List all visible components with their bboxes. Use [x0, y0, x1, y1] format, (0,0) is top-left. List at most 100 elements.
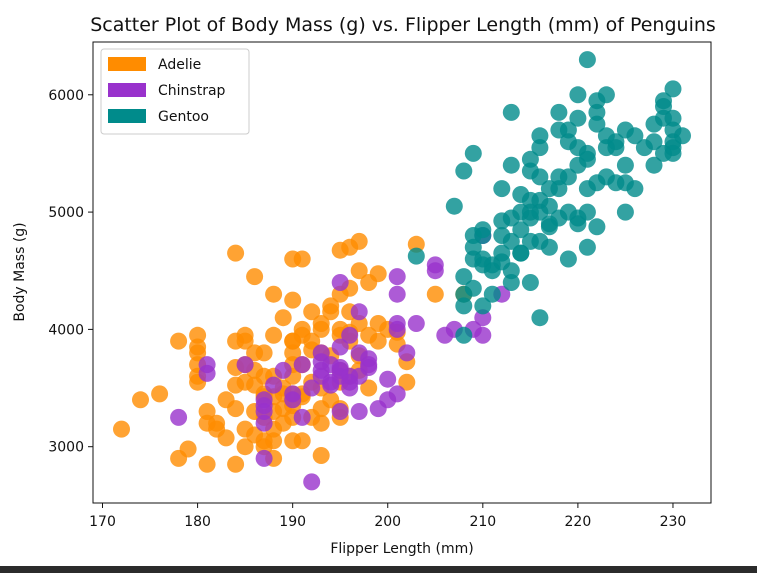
data-point [531, 127, 549, 145]
data-point [407, 315, 425, 332]
data-point [597, 168, 615, 186]
data-point [322, 356, 340, 374]
legend-label-chinstrap: Chinstrap [158, 83, 226, 99]
data-point [426, 285, 444, 303]
data-point [350, 262, 368, 280]
data-point [588, 103, 606, 121]
data-point [388, 315, 406, 332]
data-point [550, 103, 568, 121]
chart-title: Scatter Plot of Body Mass (g) vs. Flippe… [90, 14, 716, 36]
legend-label-gentoo: Gentoo [158, 109, 209, 125]
legend-swatch-chinstrap [108, 83, 146, 97]
data-point [569, 109, 587, 127]
data-point [483, 285, 501, 303]
data-point [388, 385, 406, 403]
data-point [569, 86, 587, 104]
y-axis-label: Body Mass (g) [12, 222, 28, 321]
data-point [597, 86, 615, 104]
data-point [170, 408, 188, 426]
data-point [255, 403, 273, 420]
data-point [322, 303, 340, 321]
data-point [284, 291, 302, 309]
data-point [540, 180, 558, 198]
data-point [559, 168, 577, 186]
data-point [455, 268, 473, 286]
data-point [379, 370, 397, 388]
data-point [540, 238, 558, 256]
window-bottom-bar [0, 566, 757, 573]
data-point [464, 144, 482, 162]
data-point [189, 338, 207, 356]
data-point [455, 326, 473, 344]
data-point [502, 232, 520, 250]
data-point [255, 414, 273, 432]
data-point [236, 326, 254, 344]
y-axis-ticks: 3000 4000 5000 6000 [48, 88, 93, 456]
data-point [493, 244, 511, 262]
data-point [588, 115, 606, 133]
data-point [531, 139, 549, 157]
data-point [312, 315, 330, 332]
data-point [151, 385, 169, 403]
data-point [246, 268, 264, 286]
x-tick-label: 200 [374, 514, 401, 530]
series-adelie [113, 232, 473, 473]
data-point [293, 356, 311, 374]
data-point [284, 344, 302, 362]
data-point [265, 326, 283, 344]
data-point [512, 186, 530, 203]
legend: Adelie Chinstrap Gentoo [100, 48, 250, 135]
data-point [616, 203, 634, 221]
data-point [227, 244, 245, 262]
data-point [227, 455, 245, 473]
data-point [398, 344, 416, 362]
data-point [388, 285, 406, 303]
data-point [407, 247, 425, 265]
data-point [502, 262, 520, 280]
data-point [464, 250, 482, 268]
data-point [455, 297, 473, 315]
data-point [293, 250, 311, 268]
data-point [198, 455, 216, 473]
data-point [521, 150, 539, 168]
x-tick-label: 220 [565, 514, 592, 530]
x-tick-label: 230 [660, 514, 687, 530]
data-point [208, 414, 226, 432]
data-point [360, 356, 378, 374]
data-point [350, 232, 368, 250]
data-point [445, 197, 463, 215]
data-point [407, 235, 425, 253]
data-point [616, 174, 634, 192]
points-layer [113, 51, 691, 491]
data-point [369, 332, 387, 350]
data-point [303, 303, 321, 321]
data-point [255, 449, 273, 467]
data-point [255, 391, 273, 409]
data-point [645, 156, 663, 174]
x-tick-label: 180 [184, 514, 211, 530]
data-point [540, 197, 558, 215]
data-point [369, 265, 387, 283]
x-axis-label: Flipper Length (mm) [330, 541, 473, 557]
x-tick-label: 210 [469, 514, 496, 530]
data-point [578, 203, 596, 221]
legend-swatch-gentoo [108, 109, 146, 123]
data-point [502, 274, 520, 291]
data-point [388, 268, 406, 286]
data-point [474, 297, 492, 315]
data-point [312, 447, 330, 464]
data-point [474, 309, 492, 327]
data-point [664, 144, 682, 162]
data-point [578, 238, 596, 256]
data-point [284, 385, 302, 403]
legend-swatch-adelie [108, 57, 146, 71]
data-point [284, 332, 302, 350]
data-point [674, 127, 691, 145]
data-point [179, 440, 197, 458]
data-point [502, 103, 520, 121]
data-point [303, 379, 321, 397]
series-chinstrap [170, 227, 511, 491]
data-point [274, 361, 292, 379]
data-point [664, 80, 682, 98]
